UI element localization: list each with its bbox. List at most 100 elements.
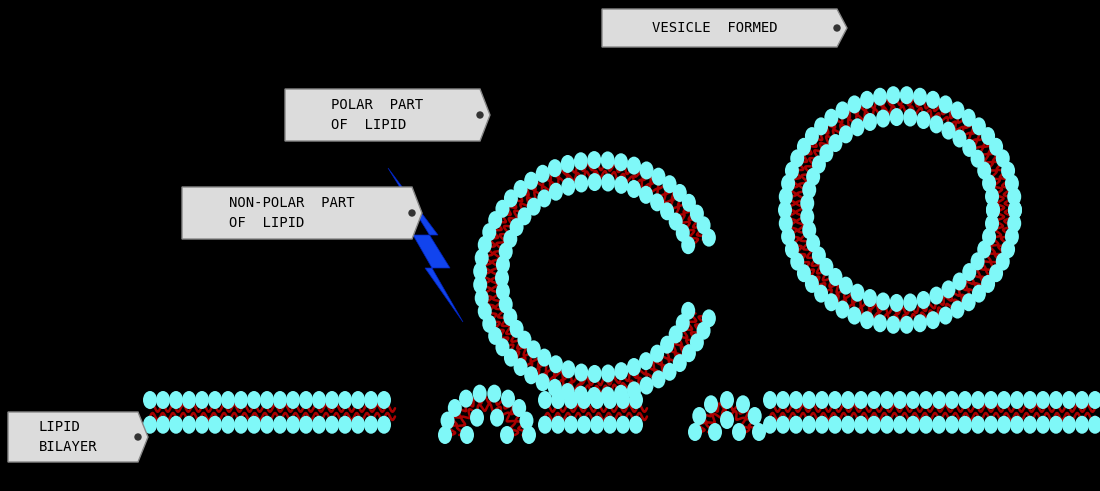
Ellipse shape [836, 102, 849, 119]
Ellipse shape [802, 416, 816, 434]
Ellipse shape [984, 416, 998, 434]
Ellipse shape [981, 127, 996, 145]
Ellipse shape [477, 236, 492, 254]
Ellipse shape [1036, 416, 1050, 434]
Ellipse shape [802, 391, 816, 409]
Ellipse shape [962, 263, 977, 281]
Ellipse shape [673, 184, 686, 202]
Ellipse shape [916, 291, 931, 309]
Ellipse shape [847, 306, 861, 325]
Ellipse shape [1049, 416, 1063, 434]
Ellipse shape [702, 309, 716, 327]
Ellipse shape [537, 349, 551, 367]
Ellipse shape [930, 115, 944, 134]
Ellipse shape [587, 151, 602, 169]
Ellipse shape [839, 125, 853, 143]
Ellipse shape [781, 227, 795, 246]
Ellipse shape [614, 153, 628, 171]
Ellipse shape [778, 201, 792, 219]
Ellipse shape [475, 249, 488, 267]
Ellipse shape [806, 234, 821, 252]
Ellipse shape [601, 151, 615, 169]
Ellipse shape [564, 391, 578, 409]
Ellipse shape [950, 102, 965, 119]
Ellipse shape [977, 162, 991, 180]
Ellipse shape [900, 316, 914, 334]
Ellipse shape [509, 320, 524, 338]
Ellipse shape [627, 157, 641, 175]
Ellipse shape [477, 302, 492, 320]
Ellipse shape [143, 391, 157, 409]
Ellipse shape [961, 293, 976, 311]
Ellipse shape [842, 391, 855, 409]
Ellipse shape [682, 194, 696, 212]
Ellipse shape [564, 416, 578, 434]
Ellipse shape [800, 208, 814, 226]
Ellipse shape [696, 322, 711, 340]
Ellipse shape [504, 349, 518, 367]
Ellipse shape [1005, 174, 1019, 192]
Ellipse shape [903, 109, 917, 127]
Ellipse shape [996, 149, 1010, 167]
Text: POLAR  PART
OF  LIPID: POLAR PART OF LIPID [331, 98, 424, 132]
Ellipse shape [495, 338, 509, 356]
Circle shape [409, 210, 415, 216]
Ellipse shape [864, 113, 877, 131]
Ellipse shape [574, 152, 587, 170]
Ellipse shape [662, 175, 676, 193]
Ellipse shape [802, 221, 816, 239]
Ellipse shape [692, 407, 706, 425]
Ellipse shape [601, 386, 615, 405]
Ellipse shape [286, 391, 300, 409]
Ellipse shape [312, 416, 326, 434]
Ellipse shape [876, 109, 890, 128]
Ellipse shape [1075, 391, 1089, 409]
Ellipse shape [842, 416, 855, 434]
Ellipse shape [504, 230, 517, 248]
Ellipse shape [785, 162, 799, 180]
Ellipse shape [221, 391, 235, 409]
Ellipse shape [1088, 416, 1100, 434]
Ellipse shape [143, 416, 157, 434]
Ellipse shape [286, 416, 300, 434]
Ellipse shape [970, 252, 985, 271]
Ellipse shape [639, 377, 653, 395]
Ellipse shape [887, 316, 900, 334]
Ellipse shape [650, 345, 664, 363]
Text: LIPID
BILAYER: LIPID BILAYER [39, 420, 97, 454]
Ellipse shape [639, 162, 653, 179]
Ellipse shape [1010, 416, 1024, 434]
Ellipse shape [504, 308, 517, 326]
Ellipse shape [850, 118, 865, 136]
Ellipse shape [997, 416, 1011, 434]
Text: VESICLE  FORMED: VESICLE FORMED [651, 21, 778, 35]
Ellipse shape [650, 193, 664, 211]
Ellipse shape [806, 168, 821, 186]
Ellipse shape [473, 384, 486, 403]
Ellipse shape [561, 360, 575, 378]
Ellipse shape [900, 86, 914, 104]
Ellipse shape [824, 293, 838, 311]
Ellipse shape [438, 426, 452, 444]
Ellipse shape [906, 416, 920, 434]
Ellipse shape [732, 423, 746, 441]
Ellipse shape [629, 416, 644, 434]
Ellipse shape [887, 86, 900, 104]
Ellipse shape [364, 391, 378, 409]
Text: NON-POLAR  PART
OF  LIPID: NON-POLAR PART OF LIPID [229, 196, 355, 230]
Ellipse shape [828, 268, 843, 286]
Ellipse shape [351, 391, 365, 409]
Ellipse shape [482, 315, 496, 333]
Ellipse shape [525, 172, 538, 190]
Polygon shape [182, 187, 422, 239]
Ellipse shape [828, 391, 842, 409]
Ellipse shape [351, 416, 365, 434]
Ellipse shape [1036, 391, 1050, 409]
Ellipse shape [796, 264, 811, 282]
Ellipse shape [312, 391, 326, 409]
Ellipse shape [616, 391, 630, 409]
Ellipse shape [156, 416, 170, 434]
Ellipse shape [789, 416, 803, 434]
Ellipse shape [815, 391, 829, 409]
Ellipse shape [662, 363, 676, 381]
